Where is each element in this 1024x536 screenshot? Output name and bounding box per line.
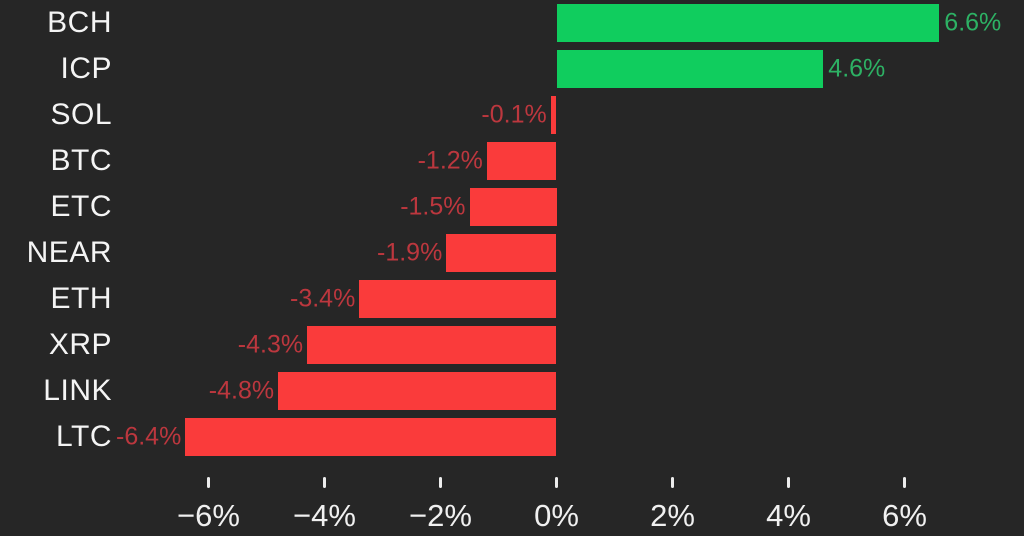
axis-tick-mark bbox=[323, 477, 326, 488]
value-label: -1.2% bbox=[417, 146, 483, 174]
axis-tick-label: −2% bbox=[409, 498, 472, 533]
axis-tick-label: 6% bbox=[882, 498, 927, 533]
value-label: -3.4% bbox=[290, 284, 356, 312]
axis-tick-label: 2% bbox=[650, 498, 695, 533]
ticker-label: SOL bbox=[50, 97, 112, 131]
ticker-label: NEAR bbox=[26, 235, 112, 269]
negative-bar-ltc bbox=[185, 417, 557, 456]
negative-bar-btc bbox=[486, 141, 557, 180]
axis-tick-mark bbox=[903, 477, 906, 488]
value-label: -1.5% bbox=[400, 192, 466, 220]
positive-bar-icp bbox=[556, 49, 824, 88]
positive-bar-bch bbox=[556, 3, 940, 42]
negative-bar-xrp bbox=[307, 325, 557, 364]
negative-bar-near bbox=[446, 233, 557, 272]
value-label: -0.1% bbox=[481, 100, 547, 128]
value-label: 4.6% bbox=[828, 54, 886, 82]
axis-tick-label: −4% bbox=[293, 498, 356, 533]
ticker-label: BTC bbox=[50, 143, 112, 177]
ticker-label: LTC bbox=[56, 419, 112, 453]
ticker-label: ETH bbox=[50, 281, 112, 315]
ticker-label: XRP bbox=[48, 327, 112, 361]
axis-tick-mark bbox=[555, 477, 558, 488]
negative-bar-etc bbox=[469, 187, 557, 226]
ticker-label: ICP bbox=[60, 51, 112, 85]
ticker-label: BCH bbox=[47, 5, 112, 39]
value-label: -4.3% bbox=[237, 330, 304, 358]
axis-tick-label: 0% bbox=[534, 498, 579, 533]
axis-tick-mark bbox=[671, 477, 674, 488]
axis-tick-label: 4% bbox=[766, 498, 811, 533]
negative-bar-link bbox=[278, 371, 557, 410]
value-label: -4.8% bbox=[208, 376, 275, 404]
negative-bar-sol bbox=[550, 95, 557, 134]
axis-tick-mark bbox=[787, 477, 790, 488]
negative-bar-eth bbox=[359, 279, 557, 318]
value-label: -1.9% bbox=[377, 238, 443, 266]
ticker-label: LINK bbox=[43, 373, 112, 407]
value-label: -6.4% bbox=[116, 422, 182, 450]
value-label: 6.6% bbox=[944, 8, 1002, 36]
axis-tick-label: −6% bbox=[177, 498, 240, 533]
axis-tick-mark bbox=[207, 477, 210, 488]
axis-tick-mark bbox=[439, 477, 442, 488]
ticker-label: ETC bbox=[50, 189, 112, 223]
